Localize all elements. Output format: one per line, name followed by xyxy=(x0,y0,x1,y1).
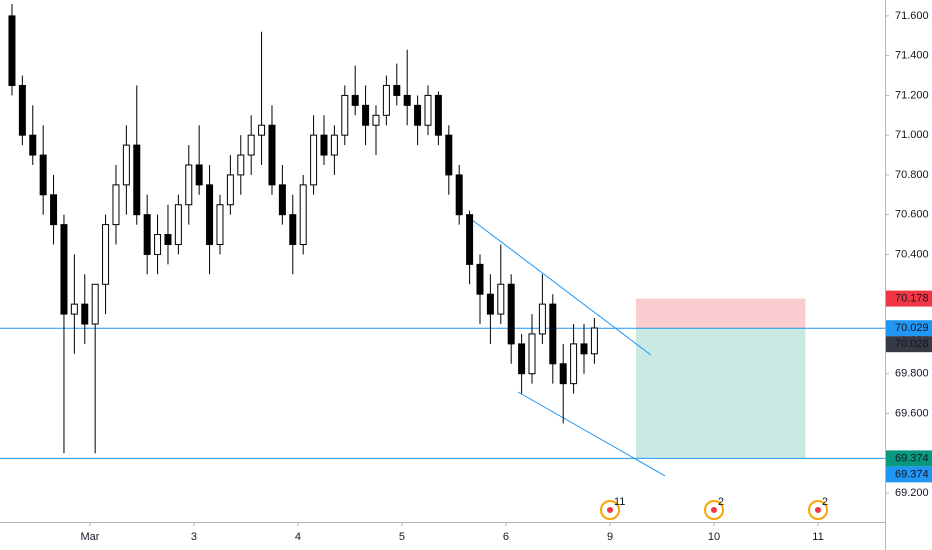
candle-body xyxy=(143,214,151,255)
candle-body xyxy=(538,303,546,335)
price-label-box xyxy=(886,450,932,467)
candle-body xyxy=(237,154,245,176)
candle-body xyxy=(50,194,58,226)
candle-body xyxy=(122,144,130,186)
candle-body xyxy=(174,204,182,246)
price-label-box xyxy=(886,320,932,337)
event-count: 2 xyxy=(822,496,828,508)
y-tick-label: 69.200 xyxy=(895,487,929,499)
candle-body xyxy=(164,234,172,246)
candle-body xyxy=(382,84,390,116)
candle-body xyxy=(445,134,453,176)
candle-body xyxy=(216,204,224,246)
candle-body xyxy=(507,283,515,345)
x-tick-label: 4 xyxy=(295,531,301,543)
time-axis-bg xyxy=(0,522,885,550)
candle-body xyxy=(289,214,297,246)
x-tick-label: 11 xyxy=(812,531,823,543)
candle-body xyxy=(528,333,536,375)
x-tick-label: 9 xyxy=(607,531,613,543)
candle-body xyxy=(268,124,276,186)
candle-body xyxy=(455,174,463,216)
candle-body xyxy=(60,224,68,315)
candle-body xyxy=(226,174,234,206)
candle-body xyxy=(351,94,359,106)
y-tick-label: 71.600 xyxy=(895,10,929,22)
candle-body xyxy=(414,104,422,126)
candle-body xyxy=(81,303,89,325)
candle-body xyxy=(434,94,442,136)
x-tick-label: Mar xyxy=(80,531,99,543)
y-tick-label: 69.800 xyxy=(895,368,929,380)
y-tick-label: 70.400 xyxy=(895,248,929,260)
candle-body xyxy=(403,94,411,106)
event-count: 2 xyxy=(718,496,724,508)
x-tick-label: 10 xyxy=(708,531,720,543)
candle-body xyxy=(330,134,338,156)
price-label: 70.028 xyxy=(895,338,929,350)
price-label: 69.374 xyxy=(895,452,929,464)
price-label: 70.178 xyxy=(895,292,929,304)
candle-body xyxy=(341,94,349,136)
candle-body xyxy=(372,114,380,126)
candle-body xyxy=(70,303,78,315)
price-label: 70.029 xyxy=(895,322,929,334)
candle-body xyxy=(559,363,567,385)
event-dot xyxy=(711,507,718,513)
candle-body xyxy=(247,134,255,156)
candle-body xyxy=(8,15,16,86)
candle-body xyxy=(362,104,370,126)
candle-body xyxy=(310,134,318,186)
trendline xyxy=(517,391,666,477)
candle-body xyxy=(424,94,432,126)
candle-body xyxy=(497,283,505,315)
trendline xyxy=(467,216,652,356)
candle-body xyxy=(580,343,588,355)
candle-body xyxy=(590,327,598,355)
candle-body xyxy=(570,343,578,385)
y-tick-label: 71.000 xyxy=(895,129,929,141)
price-label-box xyxy=(886,290,932,307)
y-tick-label: 70.800 xyxy=(895,169,929,181)
candle-body xyxy=(91,283,99,325)
candle-body xyxy=(133,144,141,216)
candle-body xyxy=(206,184,214,246)
candle-body xyxy=(39,154,47,196)
event-dot xyxy=(607,507,614,513)
price-label: 69.374 xyxy=(895,468,929,480)
candle-body xyxy=(320,134,328,156)
candle-body xyxy=(518,343,526,375)
y-tick-label: 71.200 xyxy=(895,89,929,101)
stop-zone xyxy=(636,298,806,329)
candle-body xyxy=(185,164,193,206)
event-count: 11 xyxy=(614,496,625,508)
x-tick-label: 3 xyxy=(191,531,197,543)
price-label-box xyxy=(886,466,932,483)
candle-body xyxy=(154,234,162,255)
x-tick-label: 6 xyxy=(503,531,509,543)
y-tick-label: 70.600 xyxy=(895,209,929,221)
candle-body xyxy=(29,134,37,156)
candle-body xyxy=(549,303,557,365)
y-tick-label: 71.400 xyxy=(895,50,929,62)
event-dot xyxy=(815,507,822,513)
candle-body xyxy=(393,84,401,96)
candle-body xyxy=(258,124,266,136)
candle-body xyxy=(486,293,494,315)
target-zone xyxy=(636,328,806,459)
candle-body xyxy=(112,184,120,226)
candle-body xyxy=(18,84,26,136)
y-tick-label: 69.600 xyxy=(895,407,929,419)
price-label-box xyxy=(886,336,932,353)
x-tick-label: 5 xyxy=(399,531,405,543)
candle-body xyxy=(466,214,474,265)
candle-body xyxy=(195,164,203,186)
candle-body xyxy=(278,184,286,216)
candle-body xyxy=(299,184,307,246)
candle-body xyxy=(476,263,484,295)
candle-body xyxy=(102,224,110,285)
